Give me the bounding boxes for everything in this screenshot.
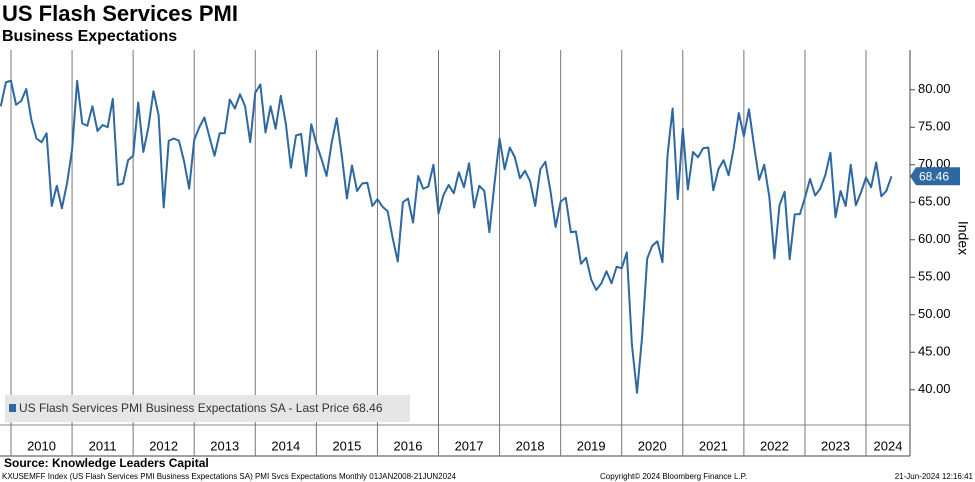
footer-right: 21-Jun-2024 12:16:41 <box>895 472 974 481</box>
y-tick-label: 60.00 <box>918 231 951 246</box>
y-tick-label: 80.00 <box>918 81 951 96</box>
legend: US Flash Services PMI Business Expectati… <box>5 395 410 422</box>
legend-box <box>5 395 410 422</box>
chart-title: US Flash Services PMI <box>2 1 238 26</box>
x-tick-label: 2010 <box>27 438 56 453</box>
x-tick-label: 2024 <box>874 438 903 453</box>
y-tick-label: 55.00 <box>918 269 951 284</box>
source: Source: Knowledge Leaders Capital <box>4 456 209 470</box>
x-tick-label: 2015 <box>332 438 361 453</box>
x-tick-label: 2018 <box>516 438 545 453</box>
y-tick-label: 50.00 <box>918 306 951 321</box>
x-tick-label: 2014 <box>271 438 300 453</box>
footer-center: Copyright© 2024 Bloomberg Finance L.P. <box>600 472 747 481</box>
footer-left: KXUSEMFF Index (US Flash Services PMI Bu… <box>2 472 457 481</box>
y-tick-label: 45.00 <box>918 344 951 359</box>
x-tick-label: 2021 <box>699 438 728 453</box>
y-axis-label: Index <box>955 221 971 255</box>
y-tick-label: 75.00 <box>918 119 951 134</box>
x-tick-label: 2023 <box>821 438 850 453</box>
x-tick-label: 2022 <box>760 438 789 453</box>
data-line <box>0 79 893 394</box>
legend-label: US Flash Services PMI Business Expectati… <box>19 401 383 415</box>
x-tick-label: 2020 <box>638 438 667 453</box>
x-tick-label: 2017 <box>455 438 484 453</box>
x-tick-label: 2016 <box>394 438 423 453</box>
y-tick-label: 40.00 <box>918 381 951 396</box>
last-value-box <box>910 167 960 186</box>
x-tick-label: 2013 <box>210 438 239 453</box>
y-tick-label: 65.00 <box>918 194 951 209</box>
x-tick-label: 2011 <box>89 438 117 453</box>
x-tick-label: 2019 <box>577 438 606 453</box>
legend-swatch <box>9 404 16 412</box>
last-value-label: 68.46 <box>919 169 949 183</box>
x-tick-label: 2012 <box>149 438 178 453</box>
chart-subtitle: Business Expectations <box>2 28 177 45</box>
